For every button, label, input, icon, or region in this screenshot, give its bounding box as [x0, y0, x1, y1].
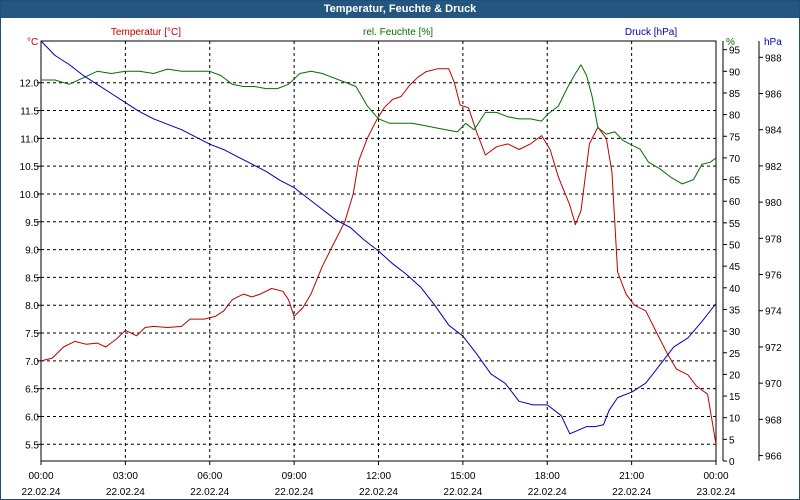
- pressure-tick-label: 970: [765, 379, 782, 390]
- temperature-tick-label: 8.0: [25, 301, 39, 312]
- x-tick-date: 22.02.24: [106, 487, 145, 498]
- humidity-tick-label: 40: [729, 284, 741, 295]
- temperature-tick-label: 10.0: [20, 190, 40, 201]
- humidity-tick-label: 70: [729, 154, 741, 165]
- humidity-tick-label: 90: [729, 67, 741, 78]
- x-tick-date: 22.02.24: [275, 487, 314, 498]
- humidity-tick-label: 35: [729, 305, 741, 316]
- temperature-tick-label: 6.0: [25, 412, 39, 423]
- humidity-unit: %: [726, 37, 735, 48]
- x-tick-date: 22.02.24: [528, 487, 567, 498]
- legend: Temperatur [°C] rel. Feuchte [%] Druck [hP…: [111, 27, 677, 38]
- x-tick-time: 00:00: [28, 471, 53, 482]
- temperature-unit: °C: [27, 37, 38, 48]
- humidity-tick-label: 75: [729, 132, 741, 143]
- pressure-tick-label: 972: [765, 343, 782, 354]
- humidity-tick-label: 25: [729, 349, 741, 360]
- temperature-line: [40, 68, 717, 445]
- x-tick-time: 09:00: [282, 471, 307, 482]
- humidity-tick-label: 30: [729, 327, 741, 338]
- temperature-tick-label: 9.0: [25, 246, 39, 257]
- window-title: Temperatur, Feuchte & Druck: [1, 1, 799, 18]
- humidity-tick-label: 0: [729, 457, 735, 468]
- legend-temperature: Temperatur [°C]: [111, 27, 181, 38]
- pressure-tick-label: 986: [765, 90, 782, 101]
- legend-pressure: Druck [hPa]: [625, 27, 677, 38]
- temperature-tick-label: 12.0: [20, 79, 40, 90]
- x-tick-date: 22.02.24: [612, 487, 651, 498]
- temperature-tick-label: 5.5: [25, 440, 39, 451]
- temperature-tick-label: 8.5: [25, 273, 39, 284]
- temperature-tick-label: 7.5: [25, 329, 39, 340]
- pressure-tick-label: 966: [765, 452, 782, 463]
- humidity-tick-label: 5: [729, 435, 735, 446]
- x-tick-time: 21:00: [619, 471, 644, 482]
- humidity-tick-label: 65: [729, 176, 741, 187]
- pressure-tick-label: 980: [765, 198, 782, 209]
- legend-humidity: rel. Feuchte [%]: [363, 27, 433, 38]
- axes: 00:00 22.02.24 03:00 22.02.24 06:00 22.02.24 0…: [20, 37, 783, 498]
- x-tick-date: 22.02.24: [190, 487, 229, 498]
- pressure-tick-label: 982: [765, 162, 782, 173]
- weather-chart: 00:00 22.02.24 03:00 22.02.24 06:00 22.02.24 0…: [20, 27, 783, 498]
- temperature-tick-label: 10.5: [20, 162, 40, 173]
- humidity-tick-label: 15: [729, 392, 741, 403]
- humidity-tick-label: 10: [729, 414, 741, 425]
- humidity-tick-label: 45: [729, 262, 741, 273]
- series-lines: [40, 40, 717, 445]
- temperature-tick-label: 7.0: [25, 357, 39, 368]
- humidity-tick-label: 95: [729, 46, 741, 57]
- x-tick-date: 22.02.24: [359, 487, 398, 498]
- temperature-tick-label: 6.5: [25, 385, 39, 396]
- x-tick-time: 00:00: [703, 471, 728, 482]
- pressure-unit: hPa: [764, 37, 782, 48]
- pressure-tick-label: 974: [765, 307, 782, 318]
- temperature-tick-label: 11.0: [20, 134, 39, 145]
- humidity-line: [41, 64, 717, 185]
- humidity-tick-label: 55: [729, 219, 741, 230]
- humidity-tick-label: 20: [729, 370, 741, 381]
- x-tick-time: 12:00: [366, 471, 391, 482]
- pressure-tick-label: 984: [765, 126, 782, 137]
- temperature-tick-label: 11.5: [20, 107, 39, 118]
- temperature-tick-label: 9.5: [25, 218, 39, 229]
- pressure-line: [40, 40, 717, 435]
- x-tick-time: 18:00: [535, 471, 560, 482]
- pressure-tick-label: 978: [765, 234, 782, 245]
- pressure-tick-label: 968: [765, 415, 782, 426]
- pressure-tick-label: 976: [765, 271, 782, 282]
- humidity-tick-label: 50: [729, 241, 741, 252]
- humidity-tick-label: 60: [729, 197, 741, 208]
- humidity-tick-label: 80: [729, 111, 741, 122]
- x-tick-time: 03:00: [113, 471, 138, 482]
- humidity-tick-label: 85: [729, 89, 741, 100]
- x-tick-time: 06:00: [197, 471, 222, 482]
- pressure-tick-label: 988: [765, 53, 782, 64]
- x-tick-date: 22.02.24: [22, 487, 61, 498]
- x-tick-date: 22.02.24: [443, 487, 482, 498]
- x-tick-date: 23.02.24: [697, 487, 736, 498]
- x-tick-time: 15:00: [450, 471, 475, 482]
